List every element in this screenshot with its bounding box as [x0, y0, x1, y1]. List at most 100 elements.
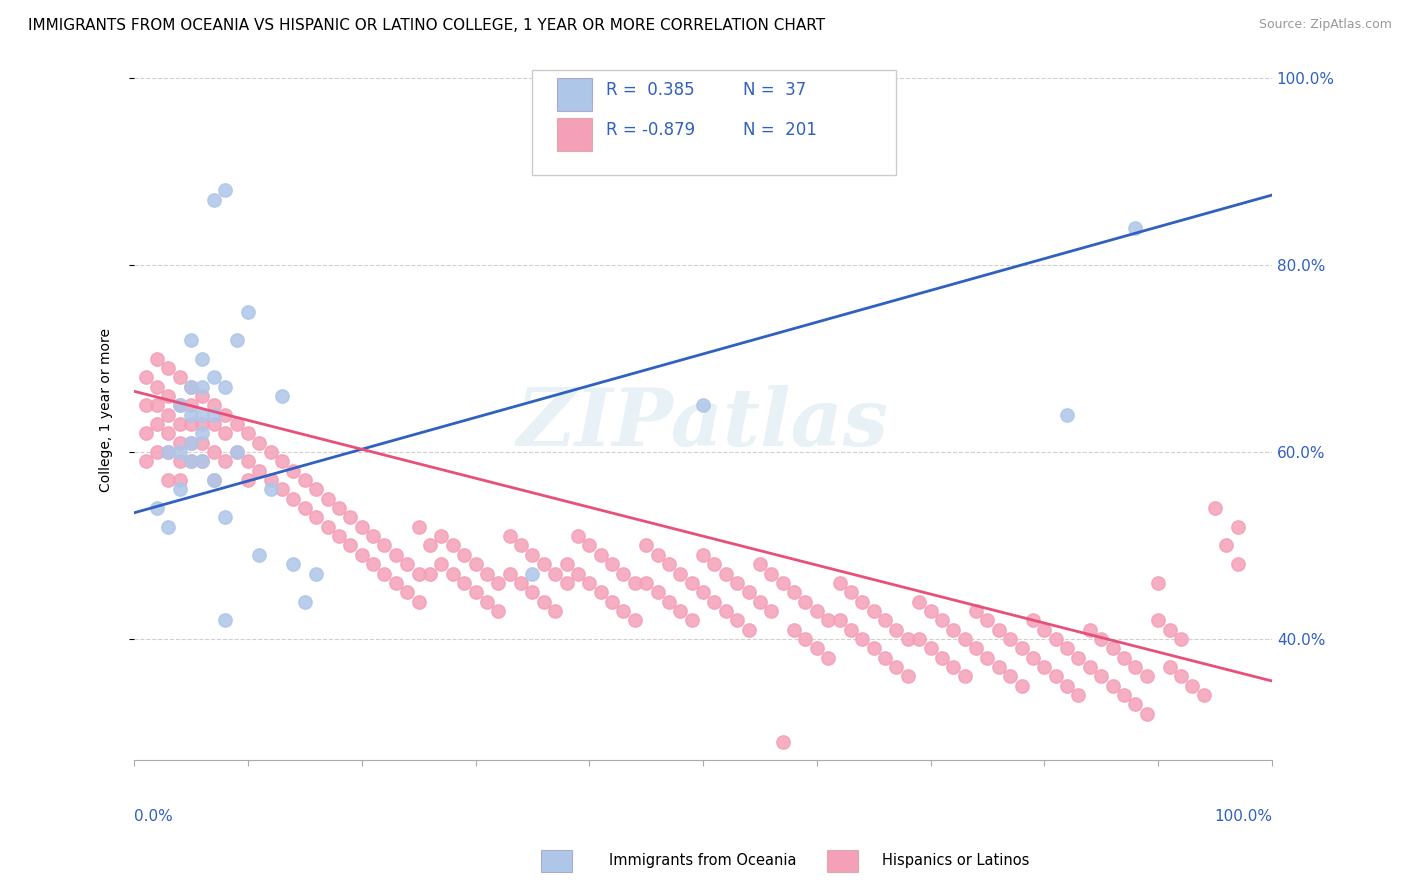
Point [361, 529, 384, 543]
Point [202, 473, 225, 487]
Point [180, 408, 202, 422]
FancyBboxPatch shape [557, 118, 592, 152]
Point [361, 557, 384, 571]
Point [1078, 660, 1101, 674]
Y-axis label: College, 1 year or more: College, 1 year or more [100, 328, 114, 492]
Point [510, 575, 533, 590]
Point [214, 454, 236, 468]
Point [1090, 669, 1112, 683]
Point [761, 566, 783, 581]
Point [486, 575, 509, 590]
Point [589, 585, 612, 599]
Point [931, 650, 953, 665]
Point [828, 613, 851, 627]
Point [725, 575, 748, 590]
Point [180, 435, 202, 450]
Point [1204, 501, 1226, 516]
Point [522, 548, 544, 562]
Point [236, 305, 259, 319]
Point [976, 650, 998, 665]
Point [214, 510, 236, 524]
Point [316, 491, 339, 506]
Point [1045, 632, 1067, 646]
Point [135, 370, 157, 384]
Text: 100.0%: 100.0% [1213, 809, 1272, 824]
Point [169, 473, 191, 487]
Point [1022, 613, 1045, 627]
Point [453, 575, 475, 590]
Point [146, 351, 169, 366]
Point [214, 379, 236, 393]
Point [647, 585, 669, 599]
Point [1033, 660, 1056, 674]
Point [555, 575, 578, 590]
Point [430, 557, 453, 571]
Point [533, 557, 555, 571]
Point [419, 539, 441, 553]
Point [931, 613, 953, 627]
Point [555, 557, 578, 571]
Point [600, 594, 623, 608]
Point [1147, 613, 1170, 627]
Point [408, 520, 430, 534]
Point [920, 604, 942, 618]
Point [806, 641, 828, 656]
Point [1056, 679, 1078, 693]
Point [1090, 632, 1112, 646]
Point [339, 539, 361, 553]
Point [567, 566, 589, 581]
Point [430, 529, 453, 543]
Point [146, 398, 169, 412]
Point [1067, 650, 1090, 665]
Point [817, 650, 839, 665]
Point [475, 566, 498, 581]
Point [510, 539, 533, 553]
Point [1147, 575, 1170, 590]
Point [157, 445, 180, 459]
Point [157, 520, 180, 534]
Point [180, 454, 202, 468]
Point [350, 548, 373, 562]
Point [396, 585, 419, 599]
Point [408, 594, 430, 608]
Point [202, 398, 225, 412]
Point [623, 575, 645, 590]
Point [851, 594, 873, 608]
Point [1136, 706, 1159, 721]
Point [1125, 660, 1147, 674]
Point [225, 333, 247, 347]
Point [839, 585, 862, 599]
Point [464, 557, 486, 571]
FancyBboxPatch shape [533, 70, 897, 175]
Point [191, 389, 214, 403]
Point [681, 613, 703, 627]
Point [1000, 632, 1022, 646]
Point [385, 548, 408, 562]
Point [987, 623, 1010, 637]
Point [191, 435, 214, 450]
Point [772, 575, 794, 590]
Point [1226, 557, 1249, 571]
Point [305, 483, 328, 497]
Point [544, 604, 567, 618]
Point [191, 454, 214, 468]
Point [180, 333, 202, 347]
Point [157, 389, 180, 403]
Point [636, 539, 658, 553]
Point [862, 641, 884, 656]
Point [486, 604, 509, 618]
Point [475, 594, 498, 608]
Point [761, 604, 783, 618]
Point [692, 398, 714, 412]
Point [522, 566, 544, 581]
Point [385, 575, 408, 590]
Point [191, 417, 214, 431]
Point [748, 557, 770, 571]
Point [567, 529, 589, 543]
Text: Source: ZipAtlas.com: Source: ZipAtlas.com [1258, 18, 1392, 31]
Point [408, 566, 430, 581]
Text: 0.0%: 0.0% [134, 809, 173, 824]
Point [180, 398, 202, 412]
Text: Immigrants from Oceania: Immigrants from Oceania [609, 854, 797, 868]
Point [191, 351, 214, 366]
